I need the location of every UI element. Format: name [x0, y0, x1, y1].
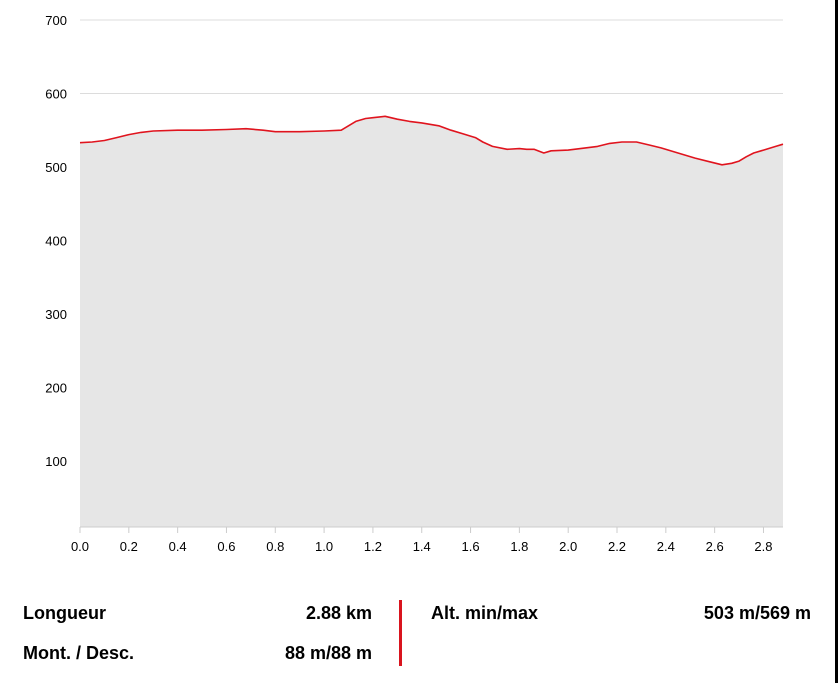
route-stats: Longueur Mont. / Desc. 2.88 km 88 m/88 m…: [0, 585, 838, 683]
x-tick-label: 1.4: [413, 539, 431, 554]
x-tick-label: 1.6: [462, 539, 480, 554]
length-label: Longueur: [23, 603, 106, 623]
x-tick-label: 0.4: [169, 539, 187, 554]
altitude-value: 503 m/569 m: [703, 603, 811, 623]
y-tick-label: 300: [45, 307, 67, 322]
y-tick-label: 400: [45, 233, 67, 248]
x-tick-label: 1.0: [315, 539, 333, 554]
elevation-line: [79, 115, 784, 166]
x-tick-label: 1.2: [364, 539, 382, 554]
x-tick-label: 2.4: [657, 539, 675, 554]
x-axis-ticks: 0.0 0.2 0.4 0.6 0.8 1.0 1.2 1.4 1.6 1.8 2.0 2.2 2.4 2…: [71, 527, 773, 554]
x-tick-label: 0.2: [120, 539, 138, 554]
y-axis-ticks: 100 200 300 400 500 600 700: [45, 13, 67, 469]
x-tick-label: 2.0: [559, 539, 577, 554]
y-tick-label: 200: [45, 380, 67, 395]
x-tick-label: 1.8: [510, 539, 528, 554]
x-tick-label: 0.8: [266, 539, 284, 554]
y-tick-label: 100: [45, 454, 67, 469]
y-tick-label: 600: [45, 86, 67, 101]
x-tick-label: 2.8: [754, 539, 772, 554]
x-tick-label: 2.2: [608, 539, 626, 554]
x-tick-label: 0.6: [217, 539, 235, 554]
length-value: 2.88 km: [305, 603, 372, 623]
altitude-label: Alt. min/max: [431, 603, 539, 623]
elevation-gain-label: Mont. / Desc.: [23, 643, 135, 663]
elevation-chart: 100 200 300 400 500 600 700 0.0 0.2 0.4 0.6 0.8 1.0…: [45, 13, 784, 554]
x-tick-label: 0.0: [71, 539, 89, 554]
y-tick-label: 500: [45, 160, 67, 175]
stats-divider: [399, 600, 402, 666]
elevation-gain-value: 88 m/88 m: [284, 643, 372, 663]
x-tick-label: 2.6: [706, 539, 724, 554]
y-tick-label: 700: [45, 13, 67, 28]
right-edge-border: [835, 0, 838, 683]
elevation-area: [80, 116, 783, 528]
